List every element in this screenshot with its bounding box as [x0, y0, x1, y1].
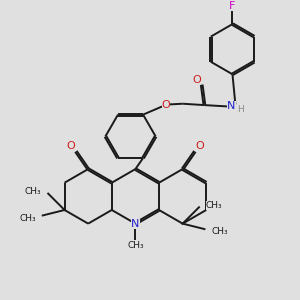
Text: CH₃: CH₃: [25, 187, 41, 196]
Text: CH₃: CH₃: [206, 201, 222, 210]
Text: N: N: [227, 101, 236, 112]
Text: CH₃: CH₃: [211, 227, 228, 236]
Text: O: O: [162, 100, 170, 110]
Text: CH₃: CH₃: [19, 214, 36, 223]
Text: O: O: [192, 75, 201, 85]
Text: H: H: [237, 105, 244, 114]
Text: O: O: [195, 142, 204, 152]
Text: CH₃: CH₃: [127, 241, 144, 250]
Text: O: O: [67, 142, 75, 152]
Text: F: F: [229, 2, 236, 11]
Text: N: N: [131, 219, 140, 229]
